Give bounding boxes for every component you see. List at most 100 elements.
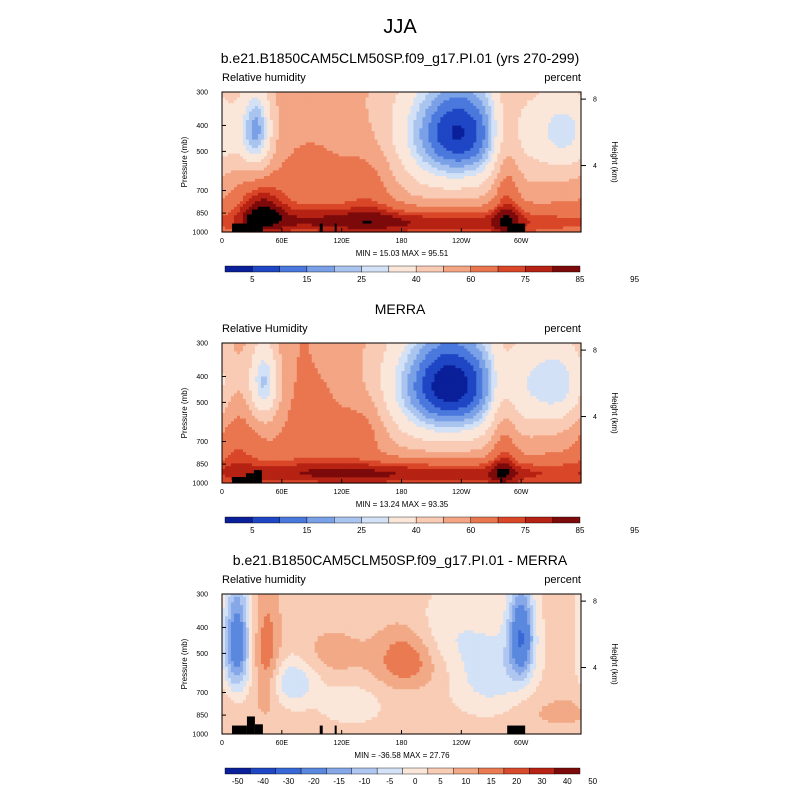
heatmap-cell: [347, 111, 352, 115]
heatmap-cell: [338, 100, 343, 104]
heatmap-cell: [470, 106, 474, 110]
heatmap-cell: [377, 111, 382, 115]
heatmap-cell: [500, 97, 504, 101]
heatmap-cell: [539, 97, 543, 101]
heatmap-cell: [500, 111, 504, 115]
heatmap-cell: [506, 108, 510, 113]
heatmap-cell: [224, 100, 229, 104]
heatmap-cell: [446, 94, 450, 99]
heatmap-cell: [305, 120, 310, 124]
heatmap-cell: [431, 106, 436, 110]
heatmap-cell: [497, 100, 501, 104]
heatmap-cell: [428, 111, 433, 115]
heatmap-cell: [293, 122, 298, 127]
heatmap-cell: [386, 111, 391, 115]
heatmap-cell: [224, 108, 229, 113]
heatmap-cell: [488, 97, 492, 101]
heatmap-cell: [413, 108, 418, 113]
heatmap-cell: [521, 114, 525, 118]
heatmap-cell: [416, 114, 421, 118]
heatmap-cell: [377, 114, 382, 118]
heatmap-cell: [479, 106, 483, 110]
heatmap-cell: [362, 117, 367, 121]
heatmap-cell: [401, 122, 406, 127]
heatmap-cell: [542, 94, 546, 99]
heatmap-cell: [311, 120, 316, 124]
heatmap-cell: [452, 117, 456, 121]
heatmap-cell: [434, 103, 438, 107]
heatmap-cell: [278, 108, 283, 113]
heatmap-cell: [344, 106, 349, 110]
heatmap-cell: [575, 106, 579, 110]
heatmap-cell: [470, 122, 474, 127]
heatmap-cell: [443, 111, 447, 115]
heatmap-cell: [269, 103, 274, 107]
heatmap-cell: [281, 111, 286, 115]
heatmap-cell: [257, 120, 262, 124]
heatmap-cell: [356, 103, 361, 107]
heatmap-cell: [248, 92, 253, 96]
heatmap-cell: [485, 117, 489, 121]
heatmap-cell: [380, 117, 385, 121]
heatmap-cell: [323, 100, 328, 104]
heatmap-cell: [572, 108, 576, 113]
heatmap-cell: [254, 92, 259, 96]
heatmap-cell: [470, 103, 474, 107]
heatmap-cell: [272, 108, 277, 113]
heatmap-cell: [344, 97, 349, 101]
heatmap-cell: [527, 106, 531, 110]
heatmap-cell: [524, 108, 528, 113]
heatmap-cell: [335, 100, 340, 104]
heatmap-cell: [440, 106, 444, 110]
heatmap-cell: [479, 122, 483, 127]
heatmap-cell: [443, 94, 447, 99]
heatmap-cell: [239, 92, 244, 96]
heatmap-cell: [332, 92, 337, 96]
heatmap-cell: [539, 94, 543, 99]
heatmap-cell: [413, 114, 418, 118]
heatmap-cell: [251, 100, 256, 104]
heatmap-cell: [464, 122, 468, 127]
heatmap-cell: [374, 103, 379, 107]
heatmap-cell: [335, 97, 340, 101]
heatmap-cell: [254, 100, 259, 104]
heatmap-cell: [371, 103, 376, 107]
heatmap-cell: [245, 117, 250, 121]
heatmap-cell: [515, 92, 519, 96]
heatmap-cell: [473, 94, 477, 99]
heatmap-cell: [236, 117, 241, 121]
heatmap-cell: [503, 120, 507, 124]
heatmap-cell: [305, 114, 310, 118]
heatmap-cell: [344, 100, 349, 104]
heatmap-cell: [575, 94, 579, 99]
heatmap-cell: [341, 106, 346, 110]
heatmap-cell: [425, 92, 430, 96]
heatmap-cell: [374, 117, 379, 121]
heatmap-cell: [248, 103, 253, 107]
heatmap-cell: [222, 106, 226, 110]
heatmap-cell: [272, 97, 277, 101]
heatmap-cell: [557, 114, 561, 118]
heatmap-cell: [254, 106, 259, 110]
heatmap-cell: [305, 103, 310, 107]
heatmap-cell: [320, 111, 325, 115]
heatmap-cells: [222, 92, 582, 233]
heatmap-cell: [275, 114, 280, 118]
heatmap-cell: [455, 120, 459, 124]
heatmap-cell: [329, 111, 334, 115]
heatmap-cell: [380, 114, 385, 118]
heatmap-cell: [512, 94, 516, 99]
heatmap-cell: [230, 114, 235, 118]
heatmap-cell: [326, 94, 331, 99]
heatmap-cell: [374, 97, 379, 101]
heatmap-cell: [431, 114, 436, 118]
heatmap-cell: [293, 94, 298, 99]
heatmap-cell: [374, 94, 379, 99]
heatmap-cell: [452, 106, 456, 110]
heatmap-cell: [485, 120, 489, 124]
heatmap-cell: [401, 114, 406, 118]
heatmap-cell: [374, 120, 379, 124]
heatmap-cell: [341, 94, 346, 99]
heatmap-cell: [222, 92, 226, 96]
heatmap-cell: [539, 100, 543, 104]
